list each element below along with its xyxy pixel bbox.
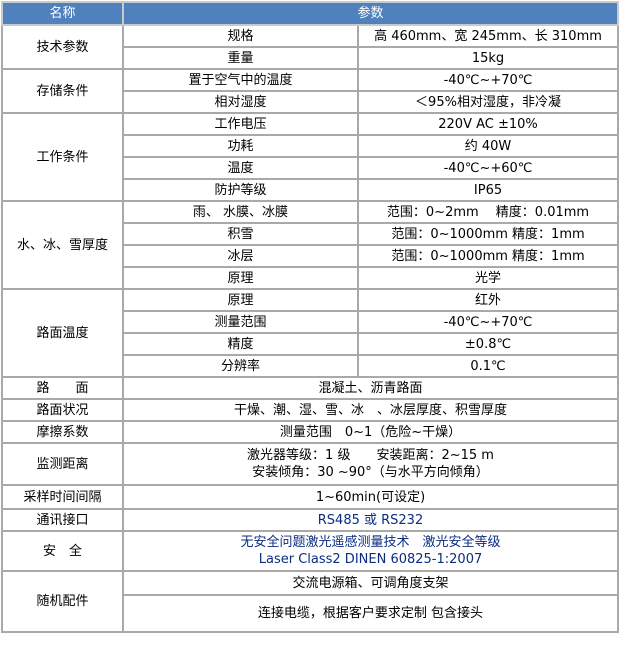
- header-params: 参数: [122, 1, 619, 26]
- table-row: 摩擦系数 测量范围 0~1（危险~干燥）: [1, 420, 619, 444]
- param-name: 精度: [122, 332, 359, 356]
- table-row: 原理 光学: [2, 266, 619, 290]
- group-name: 随机配件: [1, 570, 124, 633]
- group-name: 安 全: [1, 530, 124, 572]
- param-name: 规格: [122, 24, 359, 48]
- group-name: 监测距离: [1, 442, 124, 486]
- param-name: 积雪: [122, 222, 359, 246]
- value-line: 无安全问题激光遥感测量技术 激光安全等级: [240, 535, 501, 550]
- table-row: 相对湿度 ＜95%相对湿度，非冷凝: [2, 90, 619, 114]
- param-value: 范围：0~1000mm 精度：1mm: [357, 244, 619, 268]
- table-row: 积雪 范围：0~1000mm 精度：1mm: [2, 222, 619, 246]
- param-value: ＜95%相对湿度，非冷凝: [357, 90, 619, 114]
- param-value: -40℃~+60℃: [357, 156, 619, 180]
- table-row: 路面温度 原理 红外: [1, 288, 619, 378]
- group-name: 采样时间间隔: [1, 484, 124, 510]
- param-name: 相对湿度: [122, 90, 359, 114]
- param-name: 测量范围: [122, 310, 359, 334]
- param-name: 重量: [122, 46, 359, 70]
- param-value: 激光器等级：1 级 安装距离：2~15 m 安装倾角：30 ~90°（与水平方向倾…: [122, 442, 619, 486]
- table-row: 水、冰、雪厚度 雨、 水膜、冰膜 范围：0~2mm 精度：0.01mm: [1, 200, 619, 290]
- param-name: 防护等级: [122, 178, 359, 202]
- param-name: 分辨率: [122, 354, 359, 378]
- group-name: 路面状况: [1, 398, 124, 422]
- table-row: 路 面混凝土、沥青路面: [1, 376, 619, 400]
- table-row: 路面状况 干燥、潮、湿、雪、冰 、冰层厚度、积雪厚度: [1, 398, 619, 422]
- table-row: 技术参数 规格高 460mm、宽 245mm、长 310mm: [1, 24, 619, 70]
- param-value: 15kg: [357, 46, 619, 70]
- param-value: -40℃~+70℃: [357, 68, 619, 92]
- value-line: 激光器等级：1 级 安装距离：2~15 m: [247, 448, 494, 463]
- param-value: -40℃~+70℃: [357, 310, 619, 334]
- param-value: 220V AC ±10%: [357, 112, 619, 136]
- param-value: 0.1℃: [357, 354, 619, 378]
- param-value: 干燥、潮、湿、雪、冰 、冰层厚度、积雪厚度: [122, 398, 619, 422]
- value-line: 安装倾角：30 ~90°（与水平方向倾角）: [252, 465, 489, 480]
- param-value: 范围：0~1000mm 精度：1mm: [357, 222, 619, 246]
- param-value: 连接电缆，根据客户要求定制 包含接头: [122, 594, 619, 633]
- param-value: 无安全问题激光遥感测量技术 激光安全等级 Laser Class2 DINEN 6…: [122, 530, 619, 572]
- table-row: 连接电缆，根据客户要求定制 包含接头: [2, 594, 619, 633]
- param-value: 红外: [357, 288, 619, 312]
- param-name: 雨、 水膜、冰膜: [122, 200, 359, 224]
- param-name: 温度: [122, 156, 359, 180]
- param-value: 范围：0~2mm 精度：0.01mm: [357, 200, 619, 224]
- table-row: 测量范围 -40℃~+70℃: [2, 310, 619, 334]
- group-name: 存储条件: [1, 68, 124, 114]
- table-row: 温度 -40℃~+60℃: [2, 156, 619, 180]
- table-row: 防护等级 IP65: [2, 178, 619, 202]
- param-value: 1~60min(可设定): [122, 484, 619, 510]
- group-name: 路 面: [1, 376, 124, 400]
- param-name: 原理: [122, 266, 359, 290]
- param-value: 交流电源箱、可调角度支架: [122, 570, 619, 596]
- table-row: 采样时间间隔 1~60min(可设定): [1, 484, 619, 510]
- value-line: Laser Class2 DINEN 60825-1:2007: [258, 552, 483, 567]
- group-name: 工作条件: [1, 112, 124, 202]
- table-row: 安 全 无安全问题激光遥感测量技术 激光安全等级 Laser Class2 DINE…: [1, 530, 619, 572]
- group-name: 通讯接口: [1, 508, 124, 532]
- param-name: 置于空气中的温度: [122, 68, 359, 92]
- table-row: 冰层 范围：0~1000mm 精度：1mm: [2, 244, 619, 268]
- table-row: 存储条件 置于空气中的温度 -40℃~+70℃: [1, 68, 619, 114]
- param-value: 测量范围 0~1（危险~干燥）: [122, 420, 619, 444]
- table-row: 精度 ±0.8℃: [2, 332, 619, 356]
- param-name: 冰层: [122, 244, 359, 268]
- table-row: 工作条件 工作电压 220V AC ±10%: [1, 112, 619, 202]
- table-row: 随机配件 交流电源箱、可调角度支架: [1, 570, 619, 633]
- param-value: IP65: [357, 178, 619, 202]
- header-name: 名称: [1, 1, 124, 26]
- param-value: 约 40W: [357, 134, 619, 158]
- param-value: ±0.8℃: [357, 332, 619, 356]
- param-name: 原理: [122, 288, 359, 312]
- group-name: 摩擦系数: [1, 420, 124, 444]
- table-row: 分辨率 0.1℃: [2, 354, 619, 378]
- param-value: 高 460mm、宽 245mm、长 310mm: [357, 24, 619, 48]
- group-name: 技术参数: [1, 24, 124, 70]
- spec-table: 名称 参数 技术参数 规格高 460mm、宽 245mm、长 310mm 重量 15k…: [1, 1, 619, 633]
- table-row: 重量 15kg: [2, 46, 619, 70]
- table-row: 通讯接口 RS485 或 RS232: [1, 508, 619, 532]
- group-name: 水、冰、雪厚度: [1, 200, 124, 290]
- param-value: RS485 或 RS232: [122, 508, 619, 532]
- param-value: 光学: [357, 266, 619, 290]
- table-row: 监测距离 激光器等级：1 级 安装距离：2~15 m 安装倾角：30 ~90°（与水…: [1, 442, 619, 486]
- group-name: 路面温度: [1, 288, 124, 378]
- param-name: 功耗: [122, 134, 359, 158]
- param-name: 工作电压: [122, 112, 359, 136]
- table-row: 功耗约 40W: [2, 134, 619, 158]
- param-value: 混凝土、沥青路面: [122, 376, 619, 400]
